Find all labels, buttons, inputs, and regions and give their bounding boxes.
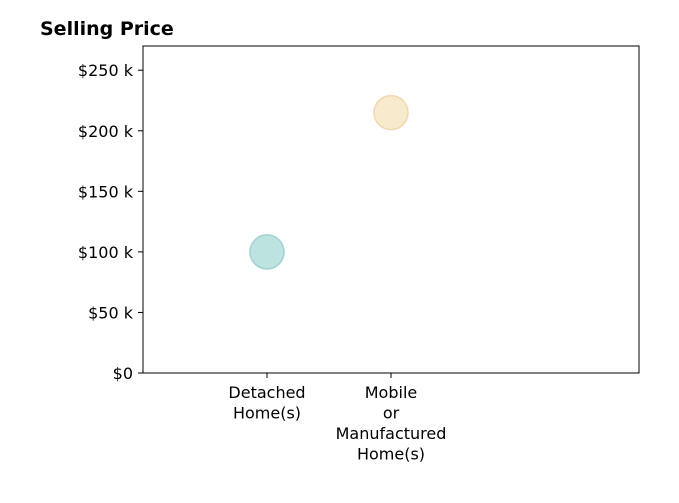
y-tick-label: $100 k xyxy=(78,243,134,262)
y-tick-label: $250 k xyxy=(78,61,134,80)
chart-title: Selling Price xyxy=(40,18,174,40)
x-axis: Detached Home(s) Mobile or Manufactured Home(… xyxy=(228,373,446,464)
x-tick-label-line: Home(s) xyxy=(233,404,301,423)
x-tick-label-line: Mobile xyxy=(365,383,417,402)
y-tick-label: $150 k xyxy=(78,182,134,201)
data-points xyxy=(249,94,409,270)
data-point xyxy=(249,234,285,270)
data-point xyxy=(373,94,409,131)
y-tick-label: $200 k xyxy=(78,122,134,141)
x-tick-label: Mobile or Manufactured Home(s) xyxy=(336,383,447,464)
x-tick-label-line: Detached xyxy=(228,383,305,402)
y-axis: $0 $50 k $100 k $150 k $200 k $250 k xyxy=(78,61,143,383)
x-tick-label-line: Manufactured xyxy=(336,424,447,443)
y-tick-label: $50 k xyxy=(88,303,134,322)
x-tick-label: Detached Home(s) xyxy=(228,383,305,423)
y-tick-label: $0 xyxy=(113,364,133,383)
x-tick-label-line: or xyxy=(383,404,400,423)
x-tick-label-line: Home(s) xyxy=(357,445,425,464)
